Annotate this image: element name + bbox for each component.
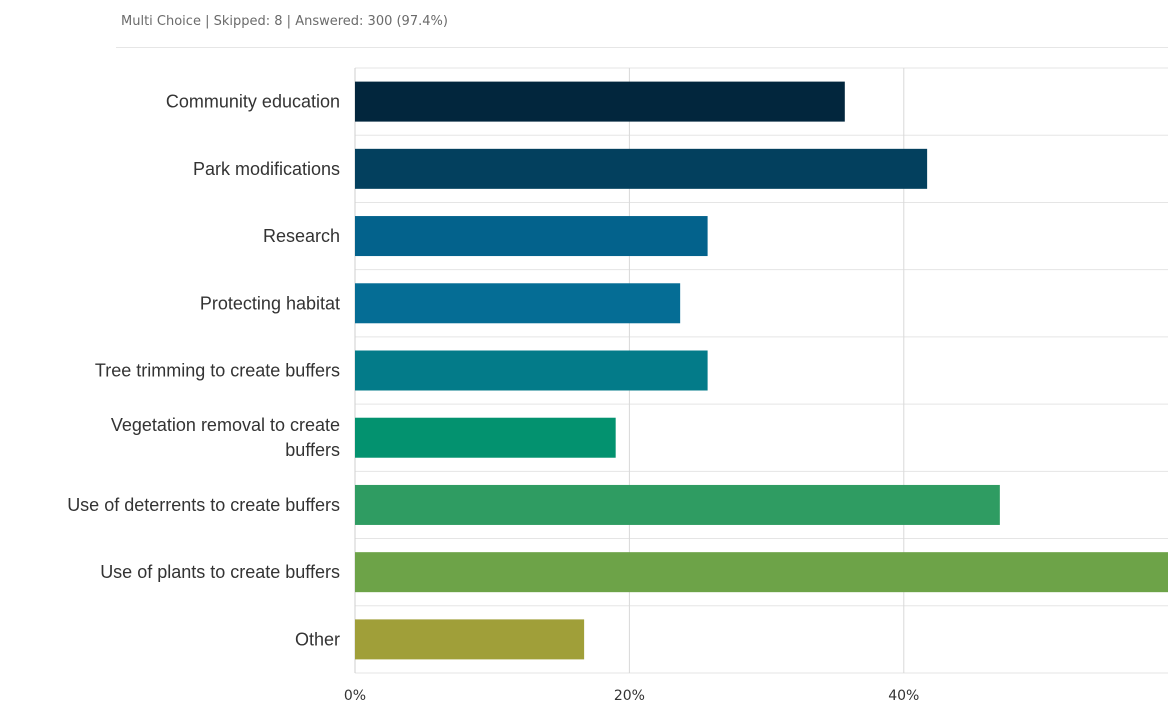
category-label: Use of plants to create buffers — [100, 562, 340, 582]
category-label: buffers — [285, 440, 340, 460]
bar — [355, 149, 927, 189]
category-label: Vegetation removal to create — [111, 415, 340, 435]
bar — [355, 216, 708, 256]
x-tick-label: 0% — [344, 688, 366, 704]
category-label: Community education — [166, 92, 340, 112]
category-label: Protecting habitat — [200, 293, 340, 313]
bar — [355, 283, 680, 323]
bar — [355, 619, 584, 659]
x-tick-label: 20% — [614, 688, 645, 704]
bar — [355, 552, 1168, 592]
category-label: Other — [295, 629, 340, 649]
category-label: Research — [263, 226, 340, 246]
category-label: Use of deterrents to create buffers — [67, 495, 340, 515]
x-tick-label: 40% — [888, 688, 919, 704]
category-label: Tree trimming to create buffers — [95, 361, 340, 381]
category-label: Park modifications — [193, 159, 340, 179]
bar — [355, 82, 845, 122]
bar — [355, 418, 616, 458]
bar — [355, 485, 1000, 525]
bar — [355, 351, 708, 391]
